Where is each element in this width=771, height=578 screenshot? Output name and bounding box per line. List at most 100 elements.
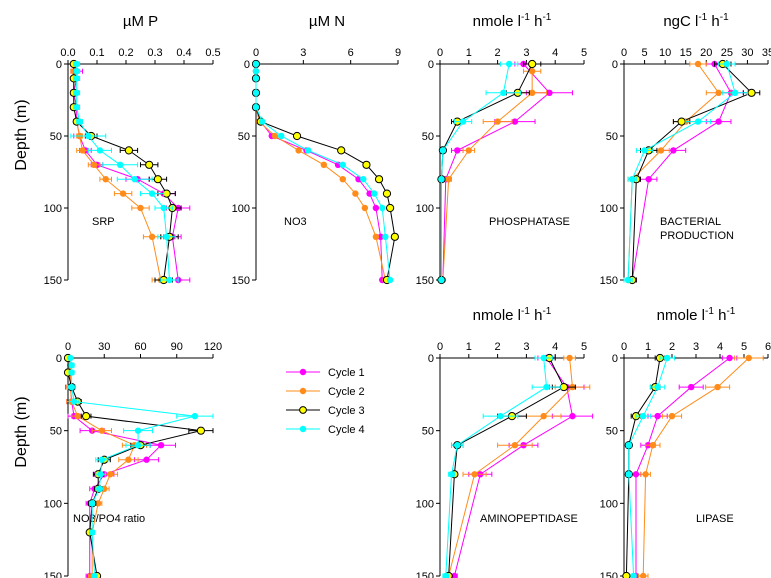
x-tick-label: 1 — [466, 341, 472, 353]
data-point — [91, 572, 98, 578]
series-1 — [252, 60, 386, 284]
data-point — [361, 204, 369, 212]
data-point — [88, 500, 96, 507]
y-tick-label: 0 — [244, 59, 250, 71]
series-line — [69, 357, 195, 577]
data-point — [82, 412, 91, 421]
x-tick-label: 1 — [645, 341, 651, 353]
y-tick-label: 150 — [232, 275, 250, 287]
data-point — [645, 176, 652, 183]
x-tick-label: 3 — [300, 47, 306, 59]
data-point — [747, 88, 756, 97]
legend-label-cycle-2: Cycle 2 — [328, 386, 365, 398]
y-tick-label: 100 — [600, 203, 618, 215]
y-tick-label: 50 — [50, 131, 62, 143]
series-line — [67, 358, 202, 577]
data-point — [382, 233, 389, 240]
data-point — [377, 233, 384, 240]
x-tick-label: 2 — [495, 47, 501, 59]
x-tick-label: 35 — [762, 47, 771, 59]
data-point — [292, 131, 302, 141]
data-point — [352, 190, 359, 197]
panel-2: 0 3 6 9 0 50 100 150 µM N NO3 — [232, 13, 401, 287]
data-point — [95, 500, 102, 507]
x-tick-label: 5 — [581, 47, 587, 59]
y-axis-label-bottom: Depth (m) — [13, 396, 30, 467]
data-point — [68, 362, 75, 369]
y-tick-label: 0 — [56, 59, 62, 71]
series-line — [631, 63, 753, 281]
panel-label: NO3 — [284, 216, 307, 228]
data-point — [143, 456, 150, 463]
data-point — [96, 147, 104, 154]
data-point — [726, 354, 733, 362]
data-point — [390, 232, 399, 241]
series-line — [442, 63, 551, 281]
series-line — [442, 71, 533, 281]
data-point — [117, 161, 124, 168]
data-point — [731, 89, 739, 97]
series-line — [255, 64, 386, 281]
series-line — [76, 64, 170, 281]
data-point — [569, 412, 576, 420]
data-point — [629, 176, 636, 183]
data-point — [371, 190, 378, 197]
x-tick-label: 0 — [65, 341, 71, 353]
series-2 — [70, 60, 170, 284]
panel-1: 0.0 0.1 0.2 0.3 0.4 0.5 0 50 100 150 µM P SRP — [44, 13, 221, 287]
data-point — [124, 146, 133, 155]
data-point — [196, 426, 206, 435]
data-point — [670, 147, 677, 154]
x-tick-label: 6 — [348, 47, 354, 59]
data-point — [471, 471, 478, 478]
x-tick-label: 60 — [134, 341, 146, 353]
data-point — [511, 118, 519, 125]
x-tick-label: 3 — [523, 341, 529, 353]
data-point — [134, 442, 142, 449]
series-line — [67, 357, 163, 576]
data-point — [79, 147, 86, 154]
series-3 — [444, 353, 576, 578]
legend-label-cycle-1: Cycle 1 — [328, 367, 365, 379]
data-point — [252, 89, 260, 97]
x-tick-label: 10 — [659, 47, 671, 59]
data-point — [386, 276, 394, 284]
series-line — [628, 357, 668, 577]
data-point — [73, 60, 80, 68]
data-point — [97, 471, 104, 478]
unit-title: nmole l-1 h-1 — [473, 12, 552, 30]
x-tick-label: 30 — [98, 341, 110, 353]
x-tick-label: 0 — [621, 341, 627, 353]
data-point — [505, 60, 513, 68]
legend-entry-cycle-4: Cycle 4 — [286, 424, 365, 436]
data-point — [125, 456, 132, 463]
y-tick-label: 0 — [428, 353, 434, 365]
data-point — [73, 104, 80, 111]
panel-4: 0 5 10 15 20 25 30 35 0 50 100 150 ngC l-1 h-1 BACTER… — [600, 12, 771, 287]
data-point — [73, 68, 80, 75]
data-point — [148, 190, 156, 197]
x-tick-label: 3 — [693, 341, 699, 353]
series-line — [73, 63, 179, 281]
x-tick-label: 1 — [466, 47, 472, 59]
y-tick-label: 50 — [606, 131, 618, 143]
data-point — [339, 161, 346, 168]
data-point — [657, 147, 665, 154]
data-point — [372, 204, 380, 212]
data-point — [448, 471, 455, 478]
x-tick-label: 5 — [642, 47, 648, 59]
x-tick-label: 0 — [437, 47, 443, 59]
data-point — [137, 204, 144, 212]
x-tick-label: 4 — [717, 341, 723, 353]
y-tick-label: 100 — [232, 203, 250, 215]
x-tick-label: 2 — [669, 341, 675, 353]
data-point — [131, 176, 138, 183]
data-point — [630, 572, 637, 578]
series-line — [631, 63, 732, 281]
data-point — [745, 354, 752, 362]
data-point — [339, 176, 346, 183]
data-point — [252, 60, 260, 68]
